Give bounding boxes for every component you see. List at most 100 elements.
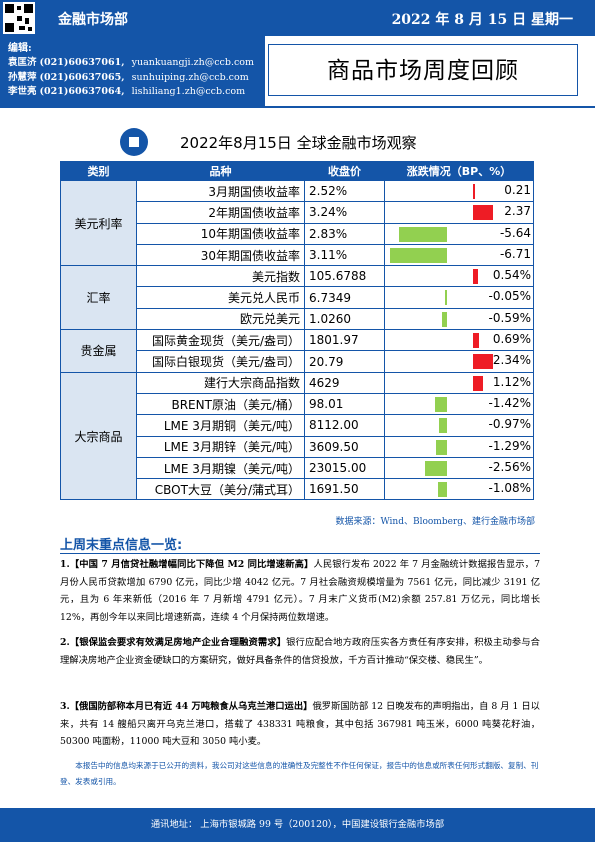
- editor-email[interactable]: sunhuiping.zh@ccb.com: [131, 71, 249, 83]
- market-table: 类别 品种 收盘价 涨跌情况（BP、%） 美元利率 3月期国债收益率 2.52% 0.…: [60, 161, 534, 501]
- editor-name: 李世亮: [8, 86, 37, 97]
- news-item: 3.【俄国防部称本月已有近 44 万吨粮食从乌克兰港口运出】俄罗斯国防部 12 …: [60, 698, 540, 751]
- table-row: 国际白银现货（美元/盎司） 20.79 2.34%: [61, 350, 534, 373]
- change-bar-down: [398, 226, 447, 242]
- change-cell: 2.37: [384, 201, 534, 224]
- change-cell: -0.05%: [384, 286, 534, 309]
- change-cell: -2.56%: [384, 456, 534, 480]
- change-value: 1.12%: [492, 374, 531, 389]
- change-bar-down: [438, 418, 447, 434]
- change-value: 2.37: [504, 204, 531, 219]
- close-price: 8112.00: [304, 414, 385, 437]
- item-name: LME 3月期铜（美元/吨）: [136, 414, 305, 437]
- change-bar-up: [473, 184, 475, 199]
- change-cell: 1.12%: [384, 371, 534, 394]
- editor-phone: (021)60637061,: [39, 57, 125, 68]
- news-item: 1.【中国 7 月信贷社融增幅同比下降但 M2 同比增速新高】人民银行发布 20…: [60, 556, 540, 626]
- report-title: 商品市场周度回顾: [327, 58, 519, 84]
- highlights-title: 上周末重点信息一览:: [60, 538, 183, 553]
- editor-email[interactable]: lishiliang1.zh@ccb.com: [131, 86, 246, 97]
- change-value: -0.97%: [488, 417, 531, 432]
- data-source: 数据来源：Wind、Bloomberg、建行金融市场部: [335, 517, 535, 527]
- editor-row: 李世亮 (021)60637064, lishiliang1.zh@ccb.co…: [8, 85, 265, 100]
- category-cell: 大宗商品: [60, 371, 137, 501]
- department-name: 金融市场部: [58, 12, 128, 28]
- close-price: 3609.50: [304, 435, 385, 458]
- news-body: 银行应配合地方政府压实各方责任有序安排，积极主动参与合理解决房地产企业资金硬缺口…: [60, 637, 540, 666]
- table-header-row: 类别 品种 收盘价 涨跌情况（BP、%）: [60, 161, 534, 181]
- change-cell: -5.64: [384, 222, 534, 245]
- change-cell: -0.59%: [384, 307, 534, 331]
- item-name: 3月期国债收益率: [136, 179, 305, 203]
- change-bar-down: [435, 439, 447, 455]
- table-row: BRENT原油（美元/桶） 98.01 -1.42%: [61, 392, 534, 416]
- item-name: 国际黄金现货（美元/盎司）: [136, 329, 305, 352]
- change-cell: 0.54%: [384, 265, 534, 288]
- news-headline: 2.【银保监会要求有效满足房地产企业合理融资需求】: [60, 637, 287, 648]
- table-title: 2022年8月15日 全球金融市场观察: [120, 128, 480, 156]
- change-value: -5.64: [499, 225, 531, 240]
- table-row: LME 3月期镍（美元/吨） 23015.00 -2.56%: [61, 456, 534, 480]
- news-body: 俄罗斯国防部 12 日晚发布的声明指出，自 8 月 1 日以来，共有 14 艘船…: [60, 701, 540, 747]
- change-cell: 0.21: [384, 179, 534, 203]
- table-row: 美元兑人民币 6.7349 -0.05%: [61, 286, 534, 309]
- change-value: 0.54%: [492, 268, 531, 283]
- table-row: LME 3月期铜（美元/吨） 8112.00 -0.97%: [61, 414, 534, 437]
- change-cell: -1.42%: [384, 392, 534, 416]
- change-cell: 2.34%: [384, 350, 534, 373]
- editor-row: 孙慧萍 (021)60637065, sunhuiping.zh@ccb.com: [8, 71, 265, 86]
- report-date: 2022 年 8 月 15 日 星期一: [391, 12, 573, 28]
- change-bar-down: [441, 311, 447, 327]
- item-name: 10年期国债收益率: [136, 222, 305, 245]
- editor-phone: (021)60637065,: [39, 71, 125, 83]
- category-cell: 美元利率: [60, 179, 137, 267]
- header-item: 品种: [136, 161, 305, 181]
- change-cell: 0.69%: [384, 329, 534, 352]
- close-price: 3.11%: [304, 243, 385, 267]
- change-value: 2.34%: [492, 353, 531, 368]
- editor-phone: (021)60637064,: [39, 86, 125, 97]
- ccb-logo-icon: [120, 128, 148, 156]
- item-name: LME 3月期镍（美元/吨）: [136, 456, 305, 480]
- editor-row: 袁匡济 (021)60637061, yuankuangji.zh@ccb.co…: [8, 56, 265, 71]
- news-headline: 1.【中国 7 月信贷社融增幅同比下降但 M2 同比增速新高】: [60, 559, 314, 570]
- close-price: 105.6788: [304, 265, 385, 288]
- item-name: 建行大宗商品指数: [136, 371, 305, 394]
- category-cell: 汇率: [60, 265, 137, 331]
- change-cell: -0.97%: [384, 414, 534, 437]
- change-value: -1.08%: [488, 481, 531, 496]
- editor-email[interactable]: yuankuangji.zh@ccb.com: [131, 57, 255, 68]
- change-bar-down: [389, 247, 447, 263]
- item-name: 欧元兑美元: [136, 307, 305, 331]
- header-close: 收盘价: [304, 161, 385, 181]
- editor-name: 袁匡济: [8, 57, 37, 68]
- change-value: -0.59%: [488, 310, 531, 325]
- editors-label: 编辑:: [8, 43, 32, 54]
- table-title-text: 2022年8月15日 全球金融市场观察: [180, 134, 417, 152]
- change-bar-down: [437, 482, 447, 498]
- report-title-box: 商品市场周度回顾: [268, 44, 578, 96]
- header-category: 类别: [60, 161, 137, 181]
- close-price: 1691.50: [304, 478, 385, 501]
- item-name: 国际白银现货（美元/盎司）: [136, 350, 305, 373]
- item-name: LME 3月期锌（美元/吨）: [136, 435, 305, 458]
- change-value: -0.05%: [488, 289, 531, 304]
- close-price: 4629: [304, 371, 385, 394]
- news-item: 2.【银保监会要求有效满足房地产企业合理融资需求】银行应配合地方政府压实各方责任…: [60, 634, 540, 669]
- table-row: 美元利率 3月期国债收益率 2.52% 0.21: [60, 179, 534, 267]
- close-price: 2.83%: [304, 222, 385, 245]
- change-bar-down: [425, 460, 447, 476]
- table-row: 大宗商品 建行大宗商品指数 4629 1.12%: [60, 371, 534, 501]
- editors-block: 编辑: 袁匡济 (021)60637061, yuankuangji.zh@cc…: [0, 36, 265, 108]
- header-bar: 金融市场部 2022 年 8 月 15 日 星期一: [0, 0, 595, 36]
- qr-code-icon: [3, 2, 35, 34]
- close-price: 6.7349: [304, 286, 385, 309]
- change-cell: -6.71: [384, 243, 534, 267]
- item-name: 美元指数: [136, 265, 305, 288]
- change-value: -1.29%: [488, 438, 531, 453]
- change-bar-up: [473, 333, 479, 349]
- close-price: 1.0260: [304, 307, 385, 331]
- change-bar-down: [445, 290, 447, 306]
- table-row: 30年期国债收益率 3.11% -6.71: [61, 243, 534, 267]
- change-bar-up: [473, 205, 494, 221]
